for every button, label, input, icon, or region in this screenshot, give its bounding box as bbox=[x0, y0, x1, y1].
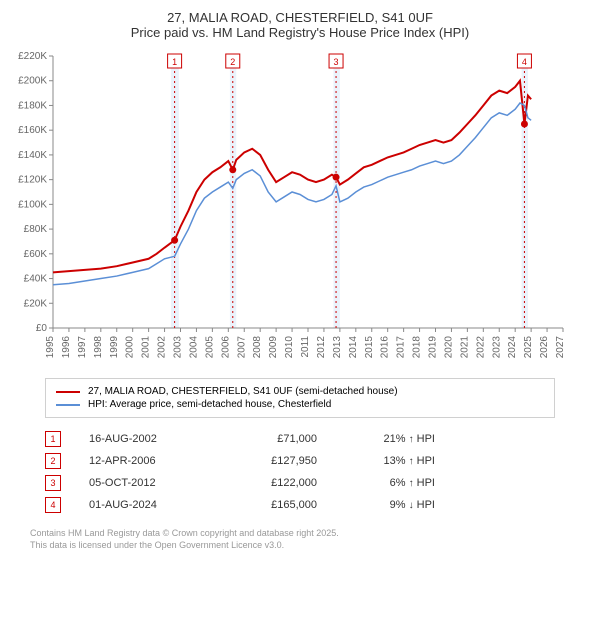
transaction-marker: 1 bbox=[45, 431, 61, 447]
y-axis-label: £80K bbox=[24, 224, 48, 235]
y-axis-label: £160K bbox=[18, 125, 47, 136]
x-axis-label: 1995 bbox=[45, 336, 56, 359]
transaction-date: 16-AUG-2002 bbox=[89, 433, 209, 445]
x-axis-label: 2024 bbox=[507, 336, 518, 359]
y-axis-label: £200K bbox=[18, 76, 47, 87]
transaction-marker: 3 bbox=[45, 475, 61, 491]
series-marker-dot bbox=[521, 121, 528, 128]
transaction-price: £165,000 bbox=[237, 499, 317, 511]
x-axis-label: 2007 bbox=[236, 336, 247, 359]
x-axis-label: 2000 bbox=[125, 336, 136, 359]
x-axis-label: 2005 bbox=[204, 336, 215, 359]
x-axis-label: 2003 bbox=[173, 336, 184, 359]
x-axis-label: 2015 bbox=[364, 336, 375, 359]
x-axis-label: 2002 bbox=[157, 336, 168, 359]
x-axis-label: 2027 bbox=[555, 336, 566, 359]
transaction-row: 1 16-AUG-2002 £71,000 21% ↑ HPI bbox=[45, 428, 555, 450]
x-axis-label: 2014 bbox=[348, 336, 359, 359]
x-axis-label: 2006 bbox=[220, 336, 231, 359]
transaction-date: 01-AUG-2024 bbox=[89, 499, 209, 511]
marker-number: 3 bbox=[334, 57, 339, 67]
x-axis-label: 2026 bbox=[539, 336, 550, 359]
transaction-marker: 2 bbox=[45, 453, 61, 469]
transaction-date: 05-OCT-2012 bbox=[89, 477, 209, 489]
y-axis-label: £100K bbox=[18, 199, 47, 210]
x-axis-label: 2018 bbox=[412, 336, 423, 359]
x-axis-label: 2021 bbox=[459, 336, 470, 359]
marker-number: 4 bbox=[522, 57, 527, 67]
y-axis-label: £40K bbox=[24, 274, 48, 285]
series-marker-dot bbox=[229, 166, 236, 173]
y-axis-label: £120K bbox=[18, 175, 47, 186]
footer-attribution: Contains HM Land Registry data © Crown c… bbox=[30, 528, 570, 551]
legend-label: 27, MALIA ROAD, CHESTERFIELD, S41 0UF (s… bbox=[88, 386, 398, 397]
transaction-price: £71,000 bbox=[237, 433, 317, 445]
x-axis-label: 2017 bbox=[396, 336, 407, 359]
x-axis-label: 2009 bbox=[268, 336, 279, 359]
y-axis-label: £220K bbox=[18, 51, 47, 62]
transaction-row: 4 01-AUG-2024 £165,000 9% ↓ HPI bbox=[45, 494, 555, 516]
x-axis-label: 2011 bbox=[300, 336, 311, 358]
x-axis-label: 2004 bbox=[188, 336, 199, 359]
x-axis-label: 2019 bbox=[428, 336, 439, 359]
y-axis-label: £20K bbox=[24, 298, 48, 309]
chart-container: 27, MALIA ROAD, CHESTERFIELD, S41 0UF Pr… bbox=[0, 0, 600, 561]
shaded-band bbox=[334, 56, 340, 328]
y-axis-label: £60K bbox=[24, 249, 48, 260]
transaction-pct: 9% ↓ HPI bbox=[345, 499, 435, 511]
line-chart-svg: £0 £20K £40K £60K £80K £100K £120K £140K £160K £1… bbox=[15, 48, 575, 368]
y-axis-label: £140K bbox=[18, 150, 47, 161]
x-axis-label: 2012 bbox=[316, 336, 327, 359]
x-axis-label: 2022 bbox=[475, 336, 486, 359]
y-axis-label: £0 bbox=[36, 323, 48, 334]
legend-box: 27, MALIA ROAD, CHESTERFIELD, S41 0UF (s… bbox=[45, 378, 555, 418]
title-address: 27, MALIA ROAD, CHESTERFIELD, S41 0UF bbox=[15, 10, 585, 25]
y-axis-label: £180K bbox=[18, 100, 47, 111]
x-axis-label: 1996 bbox=[61, 336, 72, 359]
x-axis-label: 1998 bbox=[93, 336, 104, 359]
x-axis-label: 1997 bbox=[77, 336, 88, 359]
legend-label: HPI: Average price, semi-detached house,… bbox=[88, 399, 331, 410]
x-axis-label: 2025 bbox=[523, 336, 534, 359]
x-axis-label: 2013 bbox=[332, 336, 343, 359]
transaction-price: £127,950 bbox=[237, 455, 317, 467]
transaction-date: 12-APR-2006 bbox=[89, 455, 209, 467]
x-axis-label: 2001 bbox=[141, 336, 152, 359]
marker-number: 2 bbox=[230, 57, 235, 67]
series-marker-dot bbox=[333, 174, 340, 181]
legend-swatch bbox=[56, 391, 80, 393]
transaction-marker: 4 bbox=[45, 497, 61, 513]
transaction-row: 3 05-OCT-2012 £122,000 6% ↑ HPI bbox=[45, 472, 555, 494]
x-axis-label: 2020 bbox=[443, 336, 454, 359]
title-block: 27, MALIA ROAD, CHESTERFIELD, S41 0UF Pr… bbox=[15, 10, 585, 40]
footer-line1: Contains HM Land Registry data © Crown c… bbox=[30, 528, 570, 540]
x-axis-label: 2016 bbox=[380, 336, 391, 359]
x-axis-label: 2023 bbox=[491, 336, 502, 359]
legend-row: HPI: Average price, semi-detached house,… bbox=[56, 398, 544, 411]
x-axis-label: 2010 bbox=[284, 336, 295, 359]
series-marker-dot bbox=[171, 237, 178, 244]
marker-number: 1 bbox=[172, 57, 177, 67]
footer-line2: This data is licensed under the Open Gov… bbox=[30, 540, 570, 552]
legend-row: 27, MALIA ROAD, CHESTERFIELD, S41 0UF (s… bbox=[56, 385, 544, 398]
chart-area: £0 £20K £40K £60K £80K £100K £120K £140K £160K £1… bbox=[15, 48, 575, 368]
transaction-pct: 21% ↑ HPI bbox=[345, 433, 435, 445]
legend-swatch bbox=[56, 404, 80, 406]
title-subtitle: Price paid vs. HM Land Registry's House … bbox=[15, 25, 585, 40]
transaction-table: 1 16-AUG-2002 £71,000 21% ↑ HPI 2 12-APR-2006… bbox=[45, 428, 555, 516]
x-axis-label: 1999 bbox=[109, 336, 120, 359]
transaction-price: £122,000 bbox=[237, 477, 317, 489]
x-axis-label: 2008 bbox=[252, 336, 263, 359]
transaction-pct: 13% ↑ HPI bbox=[345, 455, 435, 467]
transaction-pct: 6% ↑ HPI bbox=[345, 477, 435, 489]
transaction-row: 2 12-APR-2006 £127,950 13% ↑ HPI bbox=[45, 450, 555, 472]
